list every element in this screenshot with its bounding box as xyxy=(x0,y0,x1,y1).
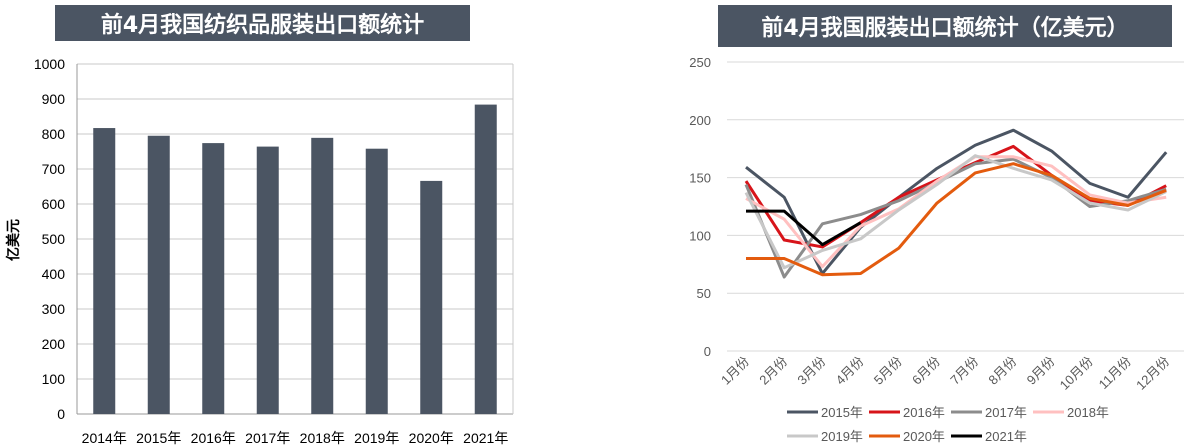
legend-label: 2020年 xyxy=(903,429,945,444)
x-tick-label: 8月份 xyxy=(985,354,1019,388)
x-tick-label: 2020年 xyxy=(409,430,454,446)
x-tick-label: 2019年 xyxy=(354,430,399,446)
legend-label: 2018年 xyxy=(1067,405,1109,420)
series-line xyxy=(746,209,862,247)
x-tick-label: 2021年 xyxy=(463,430,508,446)
x-tick-label: 6月份 xyxy=(909,354,943,388)
y-tick-label: 0 xyxy=(57,406,65,422)
y-tick-label: 200 xyxy=(689,113,711,128)
x-tick-label: 2014年 xyxy=(82,430,127,446)
bar-chart-title: 前4月我国纺织品服装出口额统计 xyxy=(55,5,470,41)
x-tick-label: 5月份 xyxy=(871,354,905,388)
x-tick-label: 2018年 xyxy=(300,430,345,446)
legend-label: 2017年 xyxy=(985,405,1027,420)
bar xyxy=(202,143,225,414)
y-tick-label: 500 xyxy=(42,231,66,247)
y-tick-label: 250 xyxy=(689,55,711,70)
bar xyxy=(420,180,443,414)
bar xyxy=(93,128,116,415)
y-tick-label: 100 xyxy=(689,228,711,243)
bar xyxy=(256,146,279,414)
series-line xyxy=(746,162,1167,277)
series-line xyxy=(744,154,1167,270)
x-tick-label: 9月份 xyxy=(1024,354,1058,388)
y-axis-label: 亿美元 xyxy=(5,219,21,261)
y-tick-label: 800 xyxy=(42,126,66,142)
x-tick-label: 2017年 xyxy=(245,430,290,446)
x-tick-label: 4月份 xyxy=(833,354,867,388)
x-tick-label: 2016年 xyxy=(191,430,236,446)
y-tick-label: 400 xyxy=(42,266,66,282)
x-tick-label: 7月份 xyxy=(947,354,981,388)
y-tick-label: 200 xyxy=(42,336,66,352)
y-tick-label: 100 xyxy=(42,371,66,387)
legend-label: 2015年 xyxy=(821,405,863,420)
legend-label: 2019年 xyxy=(821,429,863,444)
series-line xyxy=(744,157,1167,279)
bar xyxy=(365,148,388,414)
y-tick-label: 0 xyxy=(704,344,711,359)
x-tick-label: 12月份 xyxy=(1133,354,1172,393)
x-tick-label: 3月份 xyxy=(794,354,828,388)
bar xyxy=(311,137,334,414)
x-tick-label: 10月份 xyxy=(1057,354,1096,393)
bar xyxy=(474,104,497,414)
legend-label: 2016年 xyxy=(903,405,945,420)
y-tick-label: 50 xyxy=(697,286,711,301)
x-tick-label: 2月份 xyxy=(756,354,790,388)
x-tick-label: 2015年 xyxy=(136,430,181,446)
x-tick-label: 11月份 xyxy=(1096,354,1135,393)
y-tick-label: 700 xyxy=(42,161,66,177)
y-tick-label: 900 xyxy=(42,91,66,107)
y-tick-label: 1000 xyxy=(34,56,65,72)
y-tick-label: 300 xyxy=(42,301,66,317)
y-tick-label: 150 xyxy=(689,171,711,186)
bar xyxy=(147,135,170,414)
legend-label: 2021年 xyxy=(985,429,1027,444)
y-tick-label: 600 xyxy=(42,196,66,212)
x-tick-label: 1月份 xyxy=(718,354,752,388)
line-chart-title: 前4月我国服装出口额统计（亿美元） xyxy=(718,5,1172,47)
